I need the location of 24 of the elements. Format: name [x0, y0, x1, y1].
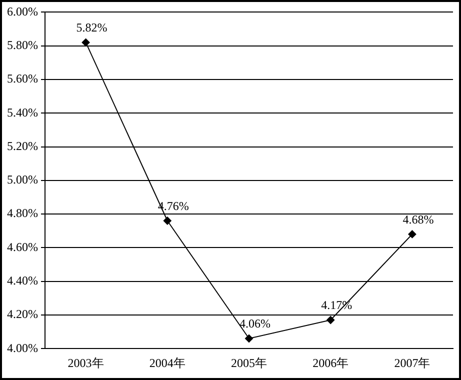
- data-label: 4.06%: [240, 316, 270, 331]
- data-label: 4.68%: [402, 212, 434, 226]
- y-tick-label: 4.40%: [6, 273, 38, 288]
- y-tick-label: 5.00%: [6, 172, 38, 187]
- point: [326, 316, 335, 324]
- y-tick-label: 6.00%: [6, 4, 38, 18]
- x-tick-label: 2004年: [149, 356, 186, 370]
- y-tick-label: 5.40%: [6, 105, 38, 120]
- x-tick-label: 2006年: [312, 356, 349, 370]
- y-tick-label: 5.20%: [6, 138, 38, 153]
- x-tick-label: 2005年: [231, 356, 267, 370]
- y-tick-label: 5.80%: [6, 38, 38, 52]
- y-tick-label: 4.60%: [6, 240, 38, 254]
- y-tick-label: 5.60%: [6, 72, 38, 86]
- y-tick-label: 4.80%: [6, 206, 38, 220]
- point: [82, 38, 90, 46]
- y-tick-label: 4.20%: [6, 307, 38, 322]
- point: [408, 230, 416, 238]
- x-tick-label: 2003年: [68, 356, 104, 370]
- y-tick-label: 4.00%: [6, 340, 38, 355]
- data-label: 5.82%: [76, 20, 108, 35]
- point: [163, 216, 172, 225]
- x-tick-label: 2007年: [394, 356, 430, 370]
- point: [245, 334, 253, 343]
